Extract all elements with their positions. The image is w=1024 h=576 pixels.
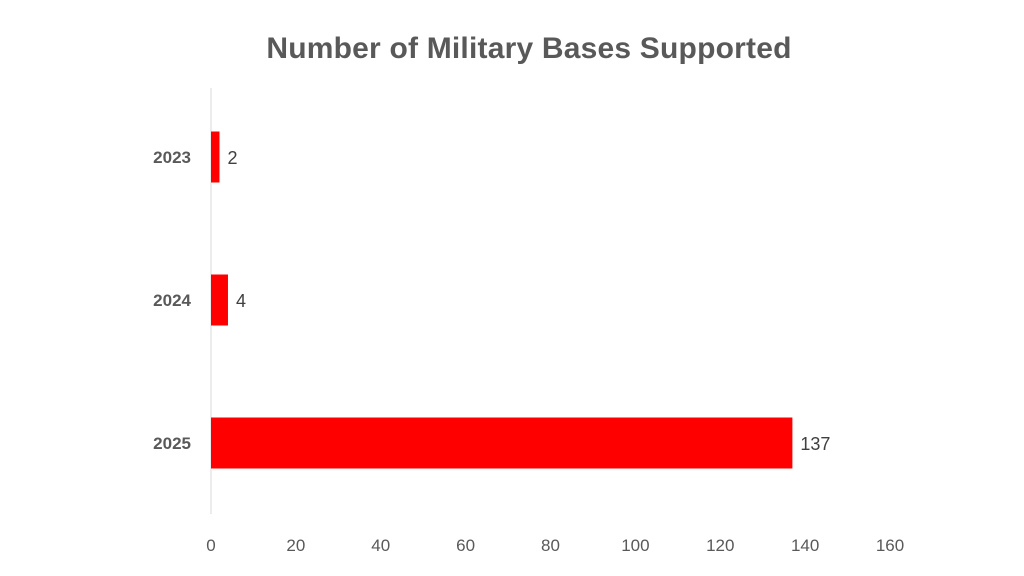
x-tick-label-160: 160 (876, 536, 904, 555)
bar-2023 (211, 131, 220, 183)
x-tick-label-60: 60 (456, 536, 475, 555)
category-label-2024: 2024 (153, 291, 191, 310)
data-label-2023: 2 (227, 148, 237, 168)
x-tick-label-140: 140 (791, 536, 819, 555)
category-label-2025: 2025 (153, 434, 191, 453)
bar-2024 (211, 274, 228, 326)
x-tick-label-100: 100 (621, 536, 649, 555)
x-tick-label-80: 80 (541, 536, 560, 555)
data-label-2024: 4 (236, 291, 246, 311)
category-label-2023: 2023 (153, 148, 191, 167)
data-label-2025: 137 (800, 434, 830, 454)
x-tick-label-0: 0 (206, 536, 215, 555)
x-tick-label-40: 40 (371, 536, 390, 555)
chart-title: Number of Military Bases Supported (266, 32, 792, 65)
x-tick-label-20: 20 (286, 536, 305, 555)
x-tick-label-120: 120 (706, 536, 734, 555)
bar-2025 (211, 417, 793, 469)
